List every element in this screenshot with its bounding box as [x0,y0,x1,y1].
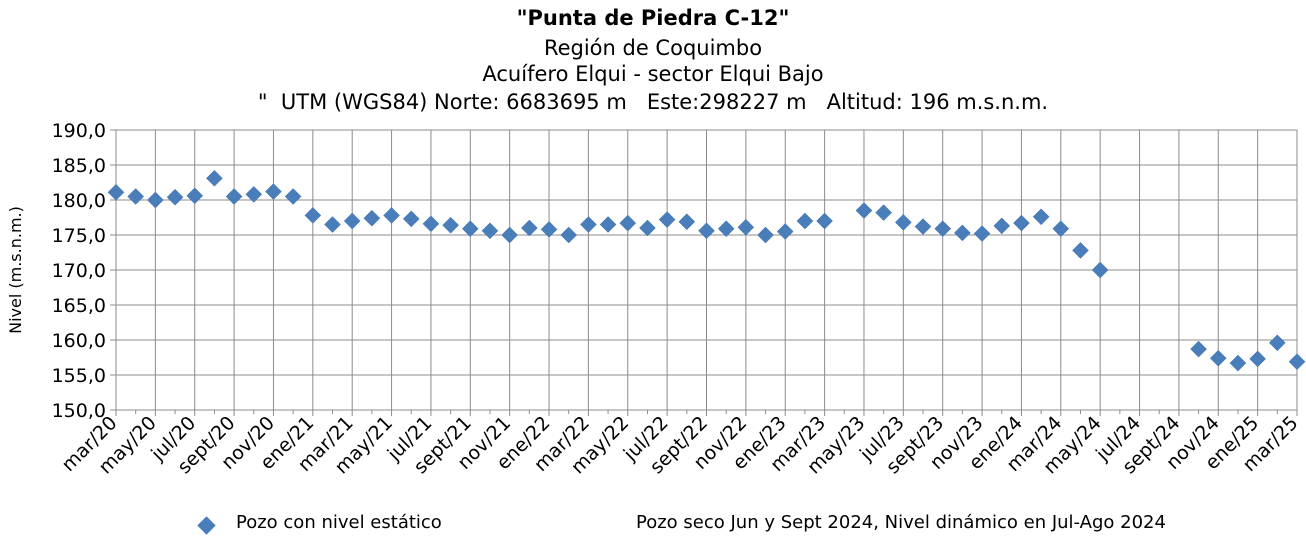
data-point [481,222,499,240]
data-point [1249,350,1266,368]
data-point [127,188,145,205]
y-tick-label: 165,0 [52,295,106,317]
data-point [1288,353,1306,371]
data-point [1229,354,1247,372]
data-point [973,225,991,242]
y-tick-label: 190,0 [52,120,106,142]
data-point [1190,340,1207,358]
chart-note: Pozo seco Jun y Sept 2024, Nivel dinámic… [636,512,1166,533]
data-point [186,187,204,205]
data-point [363,209,381,227]
data-point [1013,214,1030,232]
data-point [304,207,322,224]
data-point [560,226,578,244]
data-point [422,215,440,233]
data-point [658,211,676,228]
x-tick-labels: mar/20may/20jul/20sept/20nov/20ene/21mar… [58,412,1303,478]
data-point [225,188,243,205]
chart-subtitle-region: Región de Coquimbo [543,36,763,60]
data-point [520,219,538,237]
y-tick-label: 170,0 [52,260,106,282]
data-point [934,220,952,238]
data-point [265,183,282,200]
data-point [540,221,558,238]
data-point [206,169,223,187]
y-tick-label: 160,0 [52,330,106,352]
data-point [383,207,400,224]
data-point [245,186,263,203]
data-point [855,202,873,219]
data-point [894,214,912,231]
data-point [1072,242,1089,259]
data-point [914,218,932,235]
data-point [639,219,656,237]
data-point [1032,208,1050,226]
data-point [796,212,814,230]
data-point [619,214,637,232]
y-tick-labels: 150,0 155,0 160,0 165,0 170,0 175,0 180,0 185,0… [52,120,106,422]
data-point [324,216,341,233]
plot-area-border [115,129,1298,411]
data-point [147,191,164,209]
data-point [166,188,184,206]
data-point [1268,334,1286,352]
data-point [954,224,971,242]
data-point [284,188,302,205]
data-point [875,204,893,221]
y-tick-label: 185,0 [52,155,106,177]
data-point [461,220,479,238]
data-point [599,216,617,233]
data-point [737,218,755,236]
data-point [993,217,1011,235]
data-point [757,226,774,244]
data-point [402,210,420,228]
axes [110,129,1298,416]
y-tick-label: 175,0 [52,225,106,247]
data-point [343,212,361,230]
legend-marker-icon [197,516,216,535]
data-point [1052,220,1070,238]
chart-title: "Punta de Piedra C-12" [516,6,790,30]
legend-label: Pozo con nivel estático [236,512,442,533]
data-point [501,226,519,244]
y-tick-label: 155,0 [52,365,106,387]
y-tick-label: 150,0 [52,400,106,422]
data-point [678,213,696,231]
data-point [816,212,833,230]
data-point [1091,261,1109,279]
y-tick-label: 180,0 [52,190,106,212]
data-point [107,183,125,201]
data-points [107,169,1306,372]
data-point [580,216,597,233]
chart-subtitle-coordinates: " UTM (WGS84) Norte: 6683695 m Este:2982… [257,90,1049,114]
data-point [717,220,735,238]
data-point [698,222,715,240]
chart-plot: 150,0 155,0 160,0 165,0 170,0 175,0 180,0 185,0… [6,120,1306,478]
data-point [1209,349,1227,367]
chart-subtitle-aquifer: Acuífero Elqui - sector Elqui Bajo [482,62,824,86]
y-axis-label: Nivel (m.s.n.m.) [6,206,25,334]
data-point [442,216,459,234]
gridlines [115,129,1298,411]
data-point [776,223,794,240]
